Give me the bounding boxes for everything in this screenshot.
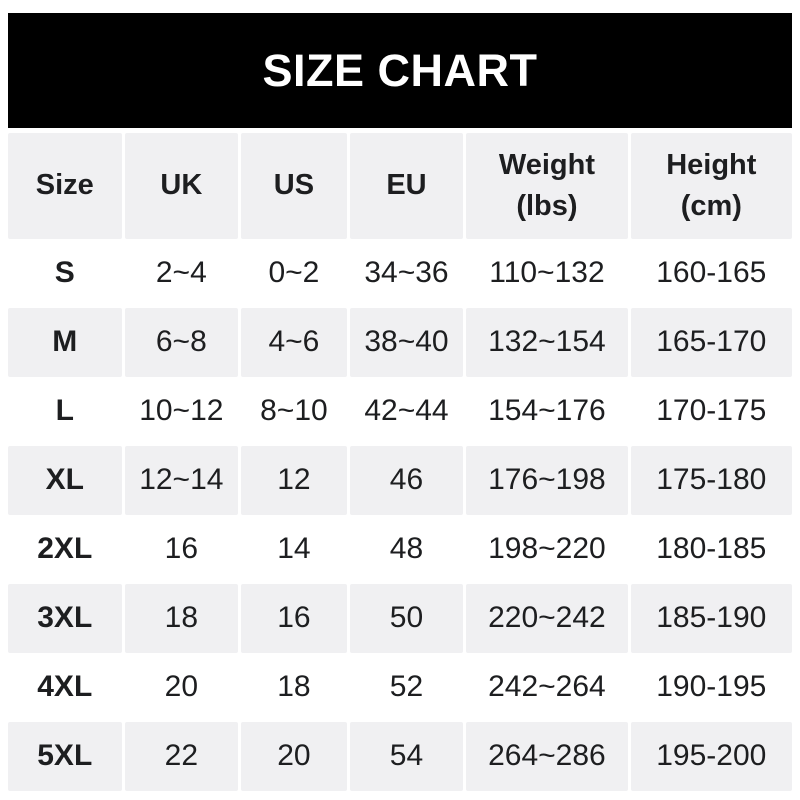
cell-height_cm-4xl: 190-195 xyxy=(630,653,792,722)
cell-weight_lbs-m: 132~154 xyxy=(466,308,628,377)
cell-weight_lbs-5xl: 264~286 xyxy=(466,722,628,791)
cell-eu-xl: 46 xyxy=(349,446,464,515)
cell-us-xl: 12 xyxy=(241,446,347,515)
column-header-size: Size xyxy=(8,133,122,239)
cell-size-s: S xyxy=(8,239,122,308)
cell-us-2xl: 14 xyxy=(241,515,347,584)
cell-eu-l: 42~44 xyxy=(349,377,464,446)
cell-size-5xl: 5XL xyxy=(8,722,122,791)
cell-us-s: 0~2 xyxy=(241,239,347,308)
cell-height_cm-3xl: 185-190 xyxy=(630,584,792,653)
column-header-uk: UK xyxy=(124,133,239,239)
cell-size-2xl: 2XL xyxy=(8,515,122,584)
cell-size-4xl: 4XL xyxy=(8,653,122,722)
cell-height_cm-5xl: 195-200 xyxy=(630,722,792,791)
cell-height_cm-l: 170-175 xyxy=(630,377,792,446)
cell-weight_lbs-l: 154~176 xyxy=(466,377,628,446)
cell-eu-m: 38~40 xyxy=(349,308,464,377)
cell-uk-4xl: 20 xyxy=(124,653,239,722)
cell-weight_lbs-s: 110~132 xyxy=(466,239,628,308)
cell-size-xl: XL xyxy=(8,446,122,515)
cell-uk-l: 10~12 xyxy=(124,377,239,446)
cell-height_cm-m: 165-170 xyxy=(630,308,792,377)
cell-weight_lbs-2xl: 198~220 xyxy=(466,515,628,584)
column-header-height_cm: Height (cm) xyxy=(630,133,792,239)
cell-eu-4xl: 52 xyxy=(349,653,464,722)
cell-uk-2xl: 16 xyxy=(124,515,239,584)
page-title: SIZE CHART xyxy=(262,45,538,96)
cell-weight_lbs-3xl: 220~242 xyxy=(466,584,628,653)
column-header-us: US xyxy=(241,133,347,239)
cell-uk-m: 6~8 xyxy=(124,308,239,377)
cell-uk-xl: 12~14 xyxy=(124,446,239,515)
cell-height_cm-s: 160-165 xyxy=(630,239,792,308)
cell-us-m: 4~6 xyxy=(241,308,347,377)
cell-eu-s: 34~36 xyxy=(349,239,464,308)
column-header-eu: EU xyxy=(349,133,464,239)
cell-uk-s: 2~4 xyxy=(124,239,239,308)
cell-size-l: L xyxy=(8,377,122,446)
cell-eu-5xl: 54 xyxy=(349,722,464,791)
cell-weight_lbs-4xl: 242~264 xyxy=(466,653,628,722)
cell-us-4xl: 18 xyxy=(241,653,347,722)
cell-weight_lbs-xl: 176~198 xyxy=(466,446,628,515)
cell-height_cm-2xl: 180-185 xyxy=(630,515,792,584)
size-table: Size UK US EU Weight (lbs) Height (cm) S 2~4 0~2 34… xyxy=(8,133,792,791)
cell-eu-2xl: 48 xyxy=(349,515,464,584)
cell-uk-5xl: 22 xyxy=(124,722,239,791)
cell-us-3xl: 16 xyxy=(241,584,347,653)
cell-us-5xl: 20 xyxy=(241,722,347,791)
cell-height_cm-xl: 175-180 xyxy=(630,446,792,515)
cell-size-3xl: 3XL xyxy=(8,584,122,653)
cell-uk-3xl: 18 xyxy=(124,584,239,653)
cell-us-l: 8~10 xyxy=(241,377,347,446)
size-chart-banner: SIZE CHART xyxy=(8,13,792,128)
cell-size-m: M xyxy=(8,308,122,377)
cell-eu-3xl: 50 xyxy=(349,584,464,653)
column-header-weight_lbs: Weight (lbs) xyxy=(466,133,628,239)
